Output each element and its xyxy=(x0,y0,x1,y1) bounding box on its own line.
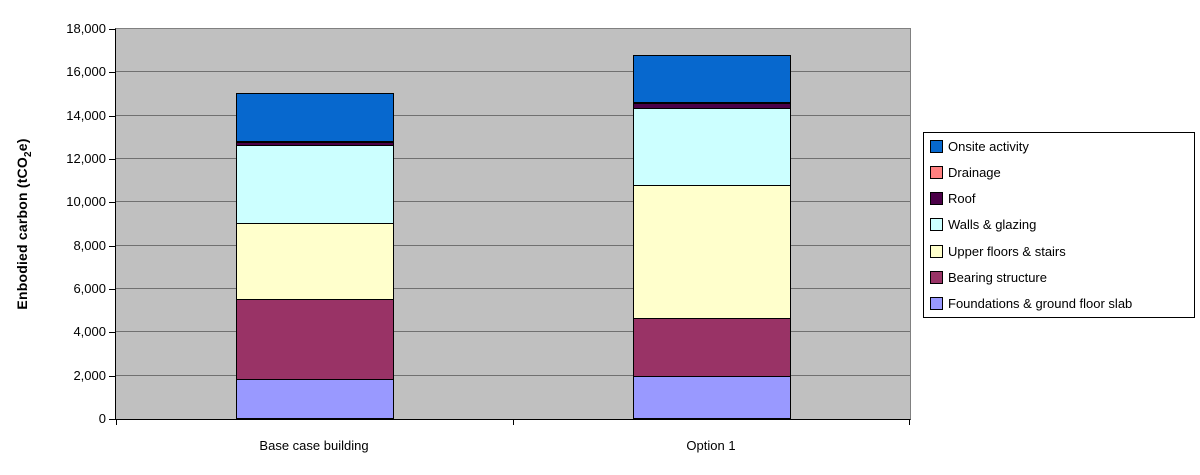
segment-bearing-structure xyxy=(236,299,394,380)
x-tick-mark xyxy=(513,420,514,425)
y-tick-mark xyxy=(109,419,115,420)
legend-item-roof: Roof xyxy=(930,191,1189,206)
plot-area xyxy=(115,28,911,425)
y-tick-label: 6,000 xyxy=(73,281,106,296)
y-axis-title-text-end: e) xyxy=(14,138,31,152)
legend-swatch-icon xyxy=(930,244,943,258)
legend-swatch-icon xyxy=(930,270,943,284)
segment-onsite-activity xyxy=(633,55,791,103)
gridline xyxy=(116,158,910,159)
y-tick-mark xyxy=(109,29,115,30)
y-tick-mark xyxy=(109,332,115,333)
segment-foundations-ground-floor-slab xyxy=(633,376,791,419)
gridline xyxy=(116,331,910,332)
legend-swatch-icon xyxy=(930,166,943,180)
segment-onsite-activity xyxy=(236,93,394,142)
legend-label: Foundations & ground floor slab xyxy=(948,295,1133,311)
x-category-label: Base case building xyxy=(259,438,369,453)
legend-label: Bearing structure xyxy=(948,269,1047,285)
segment-upper-floors-stairs xyxy=(633,185,791,319)
y-tick-mark xyxy=(109,376,115,377)
bar-base-case-building xyxy=(236,29,394,419)
y-tick-label: 8,000 xyxy=(73,238,106,253)
y-tick-mark xyxy=(109,289,115,290)
y-tick-label: 4,000 xyxy=(73,324,106,339)
y-tick-label: 14,000 xyxy=(66,108,106,123)
y-tick-label: 10,000 xyxy=(66,194,106,209)
gridline xyxy=(116,201,910,202)
y-tick-mark xyxy=(109,246,115,247)
legend-item-walls-glazing: Walls & glazing xyxy=(930,217,1189,232)
gridline xyxy=(116,375,910,376)
legend-label: Roof xyxy=(948,191,976,207)
legend-swatch-icon xyxy=(930,192,943,206)
gridline xyxy=(116,245,910,246)
y-tick-label: 16,000 xyxy=(66,64,106,79)
bar-option-1 xyxy=(633,29,791,419)
segment-walls-glazing xyxy=(236,145,394,224)
y-tick-label: 2,000 xyxy=(73,368,106,383)
legend-item-foundations-ground-floor-slab: Foundations & ground floor slab xyxy=(930,296,1189,311)
legend: Onsite activity Drainage Roof Walls & glazi… xyxy=(923,132,1195,318)
gridline xyxy=(116,115,910,116)
segment-upper-floors-stairs xyxy=(236,223,394,300)
x-tick-mark xyxy=(909,420,910,425)
y-tick-label: 18,000 xyxy=(66,21,106,36)
legend-label: Drainage xyxy=(948,165,1001,181)
gridline xyxy=(116,288,910,289)
legend-label: Walls & glazing xyxy=(948,217,1037,233)
legend-item-drainage: Drainage xyxy=(930,165,1189,180)
legend-swatch-icon xyxy=(930,140,943,153)
y-tick-mark xyxy=(109,72,115,73)
x-tick-mark xyxy=(116,420,117,425)
legend-swatch-icon xyxy=(930,218,943,232)
y-tick-label: 12,000 xyxy=(66,151,106,166)
gridline xyxy=(116,71,910,72)
legend-item-onsite-activity: Onsite activity xyxy=(930,139,1189,154)
segment-walls-glazing xyxy=(633,108,791,186)
y-tick-mark xyxy=(109,116,115,117)
segment-bearing-structure xyxy=(633,318,791,377)
segment-foundations-ground-floor-slab xyxy=(236,379,394,419)
y-tick-mark xyxy=(109,202,115,203)
x-category-label: Option 1 xyxy=(686,438,736,453)
y-tick-label: 0 xyxy=(98,411,106,426)
legend-item-bearing-structure: Bearing structure xyxy=(930,270,1189,285)
y-tick-mark xyxy=(109,159,115,160)
legend-item-upper-floors-stairs: Upper floors & stairs xyxy=(930,244,1189,259)
legend-label: Onsite activity xyxy=(948,139,1029,154)
legend-swatch-icon xyxy=(930,296,943,310)
legend-label: Upper floors & stairs xyxy=(948,243,1066,259)
